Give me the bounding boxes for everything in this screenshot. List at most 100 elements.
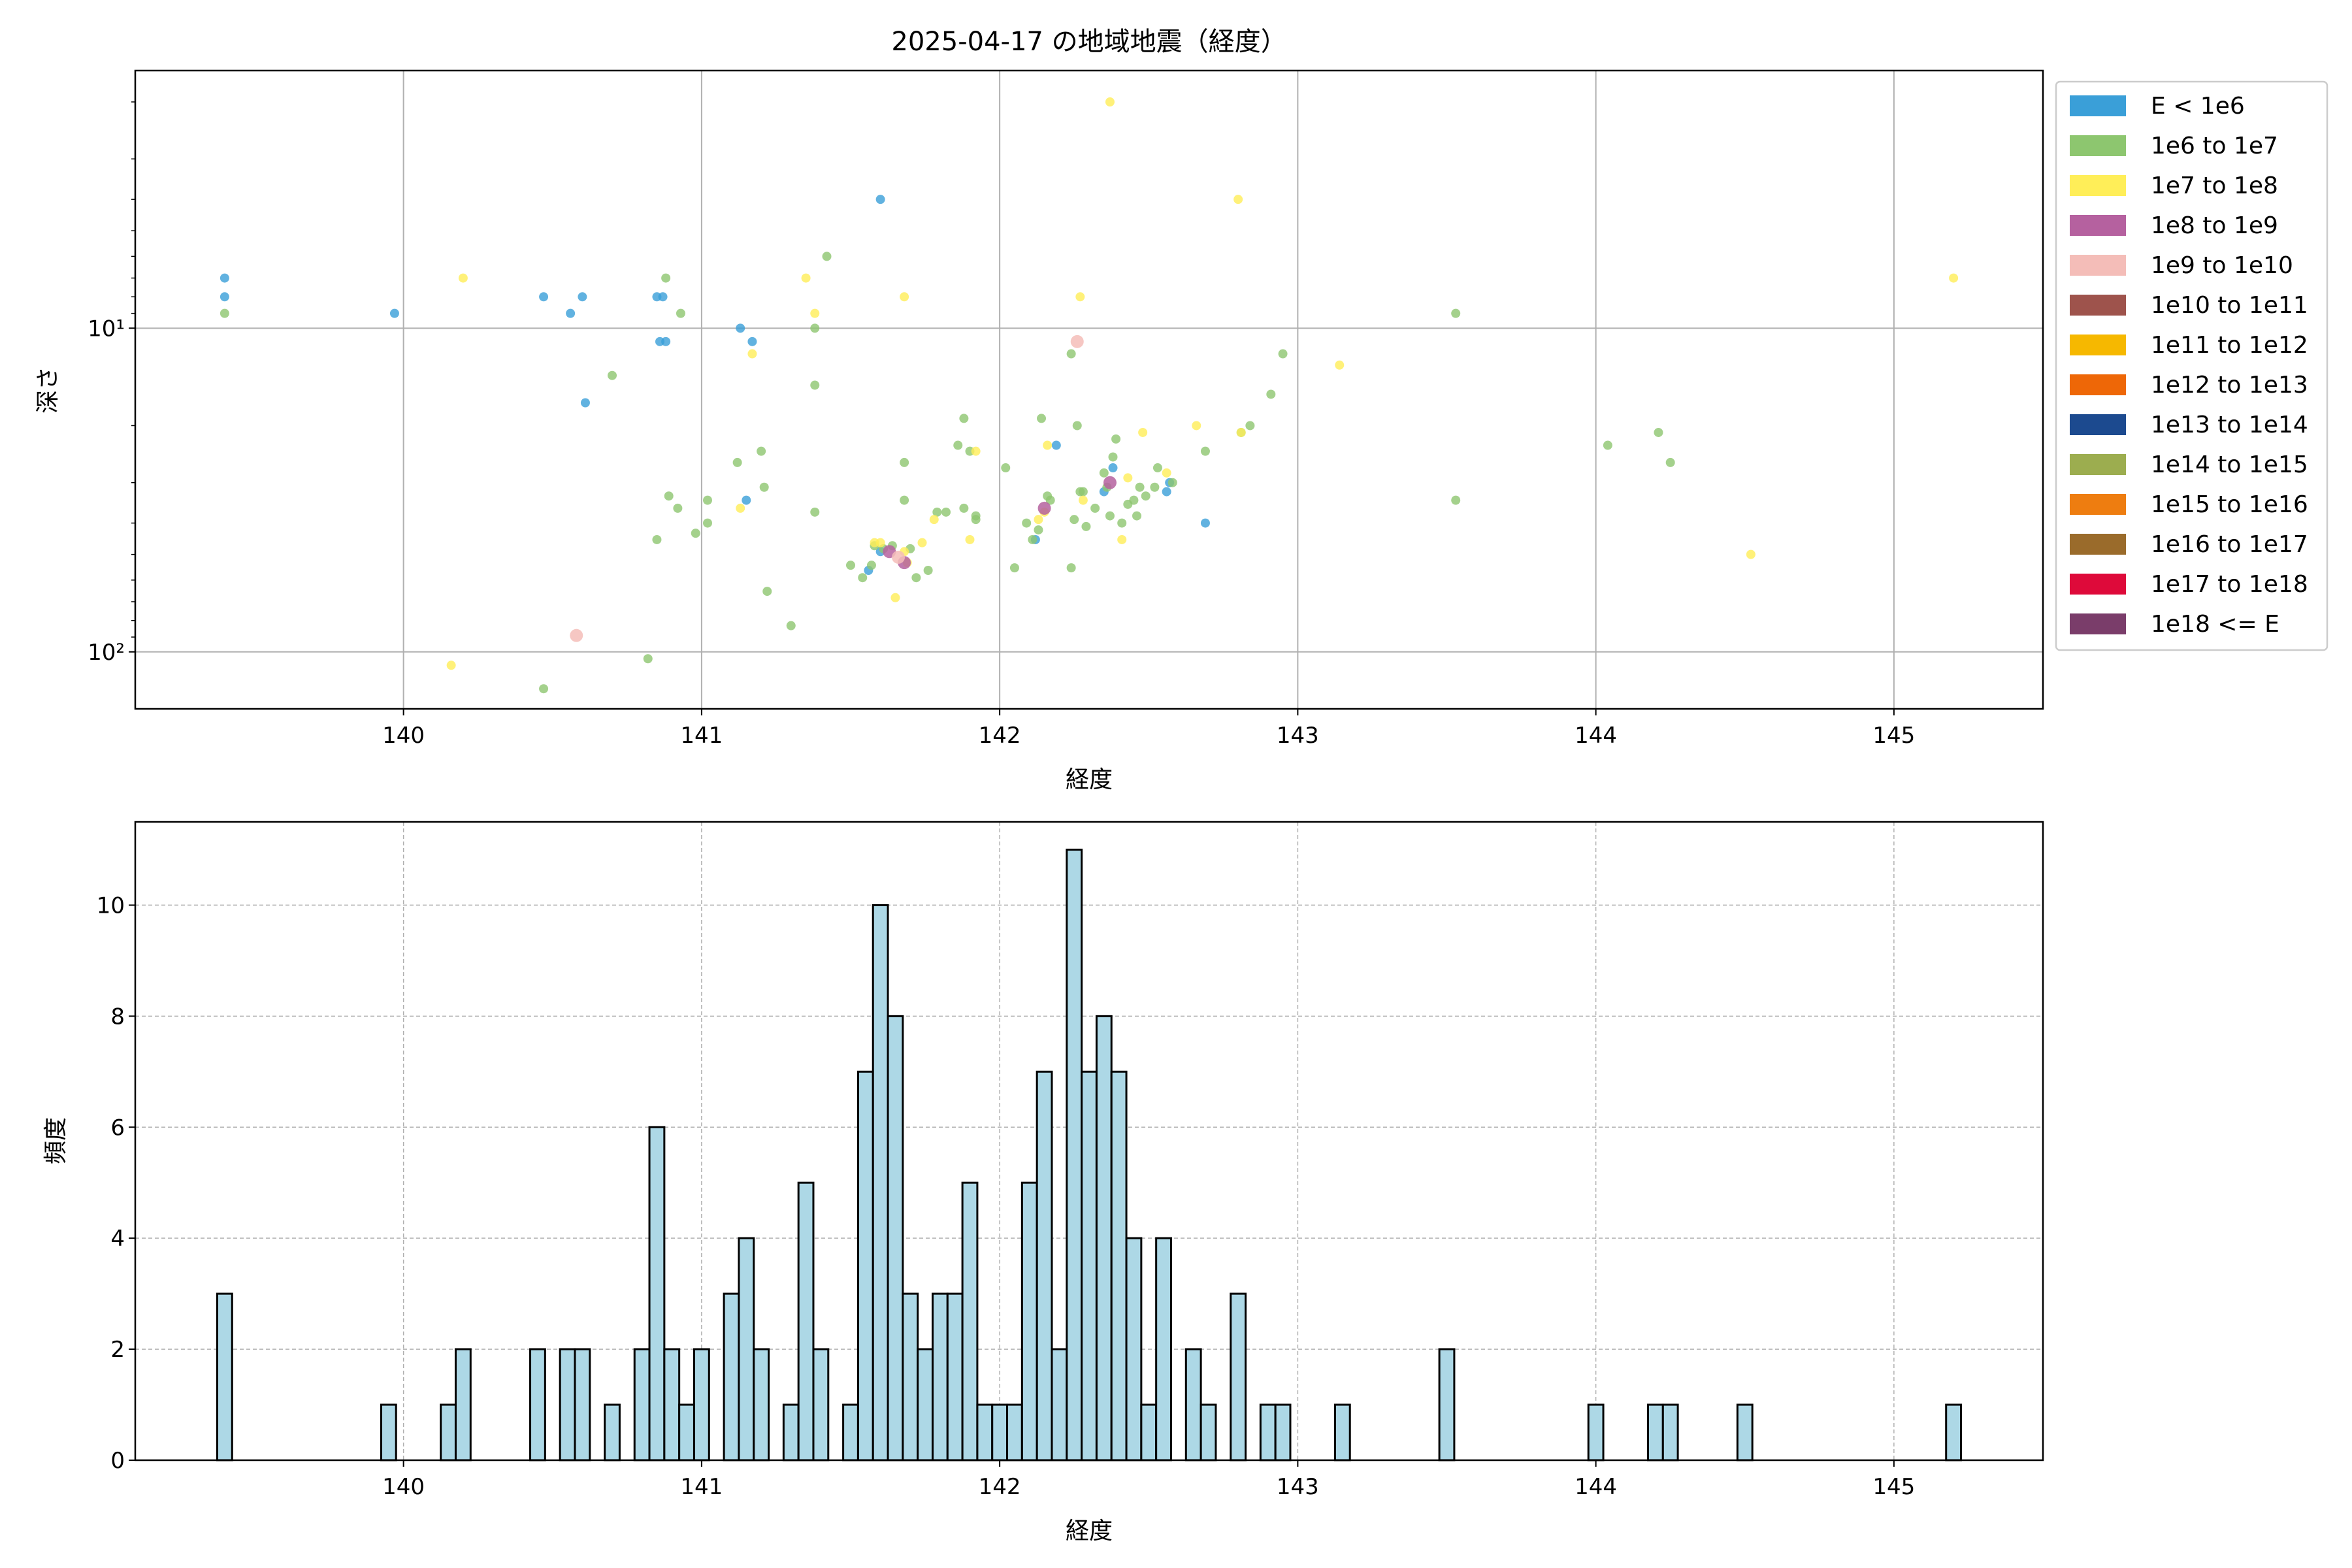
scatter-point <box>742 495 751 505</box>
scatter-point <box>1746 549 1756 559</box>
scatter-point <box>220 292 229 302</box>
scatter-point <box>822 252 832 261</box>
scatter-point <box>1138 427 1148 437</box>
histogram-bar <box>991 1403 1009 1462</box>
scatter-point <box>1451 495 1461 505</box>
histogram-bar <box>1051 1348 1068 1462</box>
scatter-point <box>786 621 796 630</box>
histogram-bar <box>1155 1237 1172 1462</box>
scatter-point <box>1081 521 1091 531</box>
histogram-bar <box>1587 1403 1605 1462</box>
histogram-bar <box>1021 1181 1038 1462</box>
scatter-point <box>762 587 772 596</box>
scatter-point <box>1150 482 1160 492</box>
scatter-x-ticks: 140 141 142 143 144 145 <box>382 709 1915 749</box>
scatter-point <box>1090 503 1100 513</box>
scatter-point <box>539 292 549 302</box>
scatter-point <box>1335 360 1345 370</box>
scatter-y-tick-label: 10² <box>88 640 125 666</box>
scatter-point <box>1070 335 1084 348</box>
scatter-title: 2025-04-17 の地域地震（経度） <box>891 27 1286 57</box>
scatter-point <box>1132 511 1141 521</box>
histogram-bar <box>797 1181 815 1462</box>
scatter-point <box>929 515 939 525</box>
histogram-bar <box>1661 1403 1679 1462</box>
scatter-point <box>959 414 969 423</box>
scatter-point <box>732 457 742 467</box>
scatter-point <box>1162 487 1171 497</box>
histogram-bar <box>633 1348 651 1462</box>
scatter-point <box>1009 563 1019 573</box>
histogram-y-tick-label: 4 <box>110 1226 125 1252</box>
legend-swatch <box>2070 95 2126 116</box>
legend-items: E < 1e6 1e6 to 1e7 1e7 to 1e8 1e8 to 1e9 1e9… <box>2070 93 2308 638</box>
scatter-point <box>539 684 549 694</box>
legend-swatch <box>2070 454 2126 475</box>
histogram-bar <box>753 1348 770 1462</box>
histogram-bar <box>529 1348 546 1462</box>
legend-label: 1e9 to 1e10 <box>2151 252 2293 279</box>
histogram-panel: 140 141 142 143 144 145 0 2 4 6 8 10 経度 頻度 <box>42 821 2044 1544</box>
scatter-point <box>917 538 927 547</box>
scatter-x-tick-label: 144 <box>1575 723 1617 749</box>
histogram-bar <box>1036 1070 1053 1462</box>
legend-label: 1e11 to 1e12 <box>2151 332 2308 359</box>
scatter-point <box>810 507 820 517</box>
scatter-point <box>1129 495 1139 505</box>
legend-label: 1e13 to 1e14 <box>2151 412 2308 438</box>
legend-label: 1e17 to 1e18 <box>2151 571 2308 598</box>
histogram-x-tick-label: 140 <box>382 1474 425 1500</box>
scatter-point <box>1135 482 1145 492</box>
legend-swatch <box>2070 534 2126 555</box>
histogram-bar <box>812 1348 830 1462</box>
scatter-point <box>1152 463 1162 473</box>
scatter-point <box>1654 427 1663 437</box>
legend-label: 1e18 <= E <box>2151 611 2279 638</box>
scatter-point <box>900 457 909 467</box>
scatter-point <box>932 507 942 517</box>
histogram-bar <box>887 1015 904 1462</box>
legend-swatch <box>2070 494 2126 515</box>
scatter-point <box>578 292 587 302</box>
scatter-point <box>1103 476 1117 489</box>
histogram-bar <box>1125 1237 1143 1462</box>
histogram-bar <box>693 1348 710 1462</box>
histogram-bar <box>1945 1403 1963 1462</box>
histogram-bar <box>559 1348 576 1462</box>
scatter-point <box>446 661 456 670</box>
histogram-bar <box>976 1403 994 1462</box>
scatter-point <box>220 273 229 283</box>
scatter-point <box>1028 534 1037 544</box>
scatter-point <box>953 440 963 450</box>
scatter-point <box>1043 440 1053 450</box>
legend-swatch <box>2070 295 2126 316</box>
scatter-point <box>1192 421 1201 431</box>
scatter-point <box>892 550 905 564</box>
scatter-point <box>1123 473 1133 483</box>
scatter-point <box>810 323 820 333</box>
scatter-grid <box>135 71 2043 709</box>
scatter-point <box>1078 487 1088 497</box>
scatter-point <box>658 292 668 302</box>
histogram-x-tick-label: 145 <box>1872 1474 1915 1500</box>
legend-swatch <box>2070 613 2126 634</box>
scatter-point <box>911 573 921 583</box>
histogram-bar <box>1333 1403 1351 1462</box>
histogram-bar <box>872 904 889 1462</box>
scatter-point <box>971 515 981 525</box>
scatter-point <box>1451 308 1461 318</box>
histogram-bar <box>440 1403 457 1462</box>
scatter-point <box>664 491 674 501</box>
scatter-point <box>900 292 909 302</box>
scatter-point <box>643 654 653 664</box>
scatter-y-ticks: 10¹ 10² <box>88 101 135 666</box>
scatter-legend: E < 1e6 1e6 to 1e7 1e7 to 1e8 1e8 to 1e9 1e9… <box>2055 80 2328 651</box>
histogram-bar <box>1184 1348 1202 1462</box>
histogram-bar <box>931 1292 949 1462</box>
scatter-point <box>1108 463 1118 473</box>
scatter-points <box>220 97 1959 694</box>
legend-label: 1e12 to 1e13 <box>2151 372 2308 399</box>
histogram-x-ticks: 140 141 142 143 144 145 <box>382 1460 1915 1500</box>
scatter-x-tick-label: 142 <box>979 723 1021 749</box>
